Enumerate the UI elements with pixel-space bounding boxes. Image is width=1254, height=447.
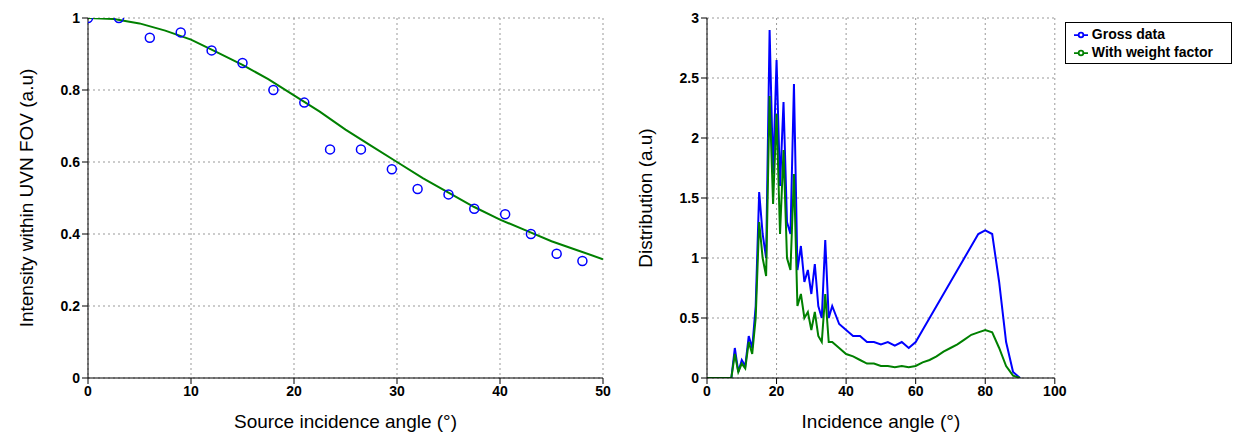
svg-text:20: 20 [286,383,302,399]
svg-text:40: 40 [492,383,508,399]
svg-text:60: 60 [908,383,924,399]
svg-text:10: 10 [183,383,199,399]
svg-text:0.5: 0.5 [680,310,700,326]
svg-text:1: 1 [72,10,80,26]
svg-text:0: 0 [72,370,80,386]
svg-text:0.8: 0.8 [61,82,81,98]
svg-text:Intensity within UVN FOV (a.u): Intensity within UVN FOV (a.u) [16,69,37,328]
html-text:Gross data: Gross data [1091,26,1165,42]
svg-text:0.2: 0.2 [61,298,81,314]
svg-text:0: 0 [84,383,92,399]
svg-text:Incidence angle (°): Incidence angle (°) [802,411,961,432]
svg-text:40: 40 [838,383,854,399]
svg-text:80: 80 [977,383,993,399]
svg-text:2: 2 [691,130,699,146]
svg-text:3: 3 [691,10,699,26]
svg-text:1: 1 [691,250,699,266]
svg-text:Distribution (a.u): Distribution (a.u) [635,128,656,267]
svg-text:0.6: 0.6 [61,154,81,170]
svg-text:30: 30 [389,383,405,399]
svg-text:0: 0 [703,383,711,399]
svg-text:2.5: 2.5 [680,70,700,86]
svg-text:1.5: 1.5 [680,190,700,206]
svg-text:50: 50 [595,383,611,399]
svg-text:0: 0 [691,370,699,386]
svg-text:0.4: 0.4 [61,226,81,242]
svg-text:100: 100 [1043,383,1067,399]
html-text:With weight factor: With weight factor [1091,44,1213,60]
svg-text:Source incidence angle (°): Source incidence angle (°) [234,411,457,432]
svg-text:20: 20 [769,383,785,399]
